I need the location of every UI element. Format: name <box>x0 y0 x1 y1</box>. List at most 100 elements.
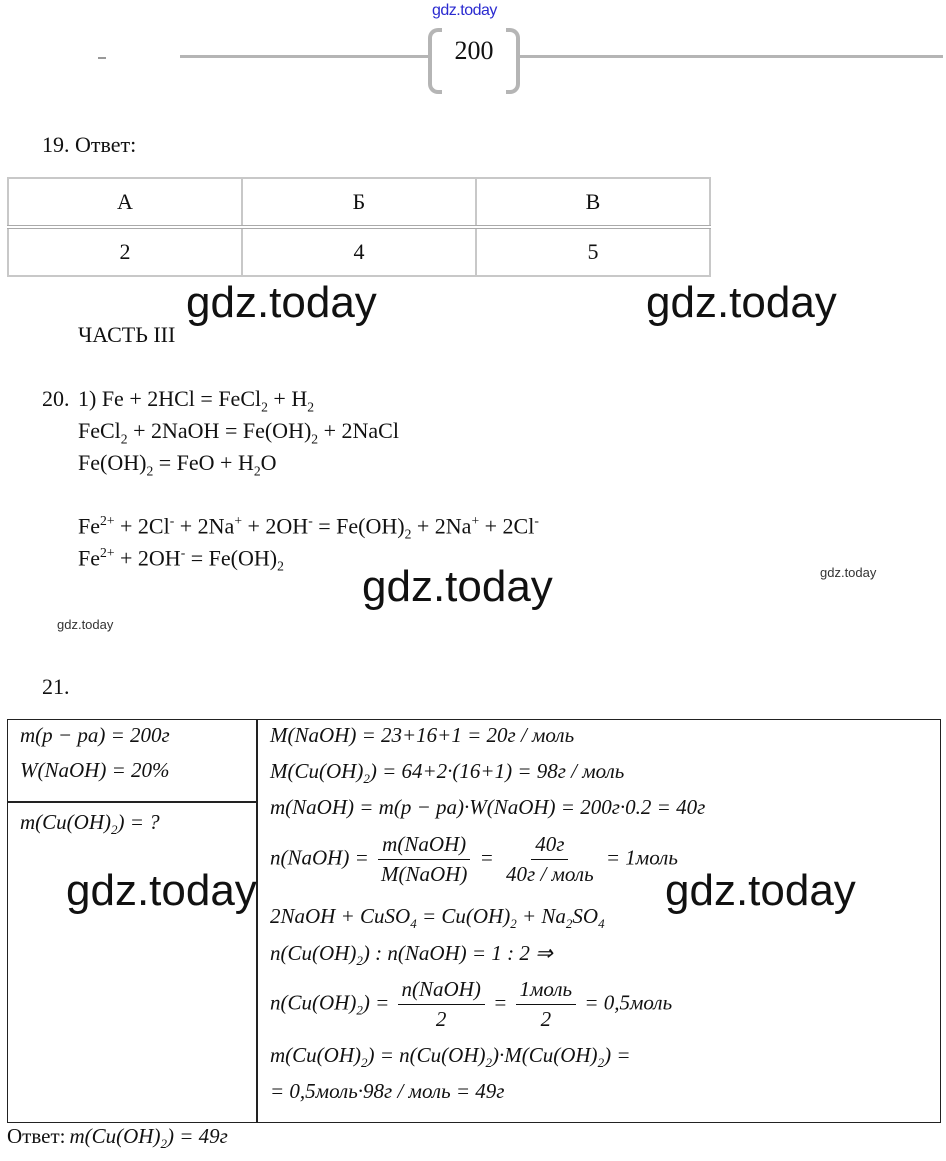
subscript: 2 <box>110 822 118 838</box>
subscript: 2 <box>307 399 315 415</box>
table-header-row: А Б В <box>7 177 711 229</box>
formula-text: = Cu(OH) <box>416 904 511 928</box>
solution-table-column-divider <box>256 719 258 1123</box>
formula-text: + 2OH <box>242 513 309 539</box>
table-header-cell: В <box>475 177 711 229</box>
answer-line: Ответ: m(Cu(OH)2) = 49г <box>7 1124 228 1152</box>
formula-text: = <box>474 845 499 870</box>
formula-text: = 0,5моль <box>579 990 673 1015</box>
fraction-numerator: 1моль <box>515 977 577 1005</box>
subscript: 2 <box>404 526 412 542</box>
formula-text: + 2NaCl <box>318 418 399 443</box>
solution-line: m(Cu(OH)2) = n(Cu(OH)2)·M(Cu(OH)2) = <box>270 1043 631 1071</box>
subscript: 2 <box>277 558 284 574</box>
subscript: 2 <box>160 1136 167 1152</box>
page-number: 200 <box>454 36 494 65</box>
watermark: gdz.today <box>186 278 377 327</box>
superscript: - <box>308 513 313 528</box>
solution-line: m(NaOH) = m(p − pa)·W(NaOH) = 200г·0.2 =… <box>270 795 705 820</box>
equation-line: 1) Fe + 2HCl = FeCl2 + H2 <box>78 386 314 415</box>
header-rule-right <box>520 55 943 58</box>
formula-text: )·M(Cu(OH) <box>492 1043 598 1067</box>
formula-text: ) = 49г <box>166 1124 228 1148</box>
formula-text: ) = <box>604 1043 631 1067</box>
formula-text: = FeO + H <box>153 450 254 475</box>
solution-line: M(Cu(OH)2) = 64+2·(16+1) = 98г / моль <box>270 759 624 787</box>
formula-text: ) = n(Cu(OH) <box>367 1043 486 1067</box>
formula-text: n(Cu(OH) <box>270 941 357 965</box>
superscript: + <box>234 513 242 528</box>
formula-text: 2NaOH + CuSO <box>270 904 411 928</box>
solution-table <box>7 719 941 1123</box>
superscript: 2+ <box>100 545 115 560</box>
subscript: 2 <box>253 463 261 479</box>
formula-text: m(Cu(OH) <box>270 1043 361 1067</box>
watermark: gdz.today <box>362 562 553 611</box>
watermark: gdz.today <box>646 278 837 327</box>
superscript: - <box>169 513 175 528</box>
question-19-label: 19. Ответ: <box>42 132 137 157</box>
table-cell: 2 <box>7 226 243 277</box>
formula-text: = Fe(OH) <box>312 513 405 539</box>
watermark-small: gdz.today <box>820 565 877 580</box>
solution-line: n(Cu(OH)2) : n(NaOH) = 1 : 2 ⇒ <box>270 941 553 969</box>
subscript: 2 <box>356 953 363 969</box>
fraction-denominator: 2 <box>540 1007 552 1031</box>
formula-text: ) = <box>362 990 395 1015</box>
subscript: 2 <box>356 1002 363 1018</box>
formula-text: ) : n(NaOH) = 1 : 2 ⇒ <box>362 941 553 965</box>
subscript: 2 <box>360 1055 368 1071</box>
fraction-numerator: m(NaOH) <box>378 832 471 860</box>
table-cell: 5 <box>475 226 711 277</box>
subscript: 2 <box>120 431 128 447</box>
formula-text: Fe <box>78 513 100 539</box>
formula-text: + H <box>267 386 308 411</box>
formula-text: + 2Cl <box>114 513 170 539</box>
formula-text: SO <box>572 904 599 928</box>
fraction: m(NaOH) M(NaOH) <box>377 832 471 887</box>
solution-line: M(NaOH) = 23+16+1 = 20г / моль <box>270 723 574 748</box>
formula-text: m(Cu(OH) <box>69 1124 161 1148</box>
answer-formula: m(Cu(OH)2) = 49г <box>69 1124 228 1152</box>
fraction: n(NaOH) 2 <box>397 977 485 1032</box>
formula-text: + 2Na <box>411 513 472 539</box>
formula-text: + 2OH <box>114 545 181 571</box>
fraction-denominator: 2 <box>435 1007 447 1031</box>
solution-table-given-divider <box>7 801 257 803</box>
superscript: - <box>180 545 186 560</box>
watermark: gdz.today <box>66 866 257 915</box>
table-cell: 4 <box>241 226 477 277</box>
solution-line: n(Cu(OH)2) = n(NaOH) 2 = 1моль 2 = 0,5моль <box>270 977 672 1032</box>
header-rule-left <box>180 55 428 58</box>
ionic-equation-line: Fe2+ + 2Cl- + 2Na+ + 2OH- = Fe(OH)2 + 2N… <box>78 513 539 543</box>
solution-line: n(NaOH) = m(NaOH) M(NaOH) = 40г 40г / моль… <box>270 832 678 887</box>
formula-text: + 2Na <box>174 513 235 539</box>
subscript: 2 <box>510 916 517 932</box>
formula-text: ) = ? <box>117 810 160 834</box>
fraction: 40г 40г / моль <box>502 832 598 887</box>
subscript: 2 <box>565 916 573 932</box>
subscript: 2 <box>311 431 319 447</box>
formula-text: Fe <box>78 545 100 571</box>
subscript: 4 <box>410 916 417 932</box>
formula-text: = 0,5моль·98г / моль = 49г <box>270 1079 505 1103</box>
equation-line: FeCl2 + 2NaOH = Fe(OH)2 + 2NaCl <box>78 418 399 447</box>
fraction-numerator: n(NaOH) <box>397 977 485 1005</box>
formula-text: + 2NaOH = Fe(OH) <box>127 418 312 443</box>
formula-text: n(NaOH) = <box>270 845 374 870</box>
watermark: gdz.today <box>665 866 856 915</box>
question-20-number: 20. <box>42 386 70 411</box>
formula-text: + 2Cl <box>479 513 535 539</box>
fraction-numerator: 40г <box>531 832 569 860</box>
formula-text: n(Cu(OH) <box>270 990 357 1015</box>
formula-text: M(Cu(OH) <box>270 759 364 783</box>
formula-text: = Fe(OH) <box>185 545 278 571</box>
page-number-bracket-left <box>428 28 442 94</box>
find-line: m(Cu(OH)2) = ? <box>20 810 160 838</box>
formula-text: = <box>487 990 513 1015</box>
given-line: m(p − pa) = 200г <box>20 723 170 748</box>
formula-text: + Na <box>516 904 566 928</box>
superscript: + <box>471 513 480 528</box>
answer-label: Ответ: <box>7 1124 66 1148</box>
subscript: 2 <box>261 399 268 415</box>
